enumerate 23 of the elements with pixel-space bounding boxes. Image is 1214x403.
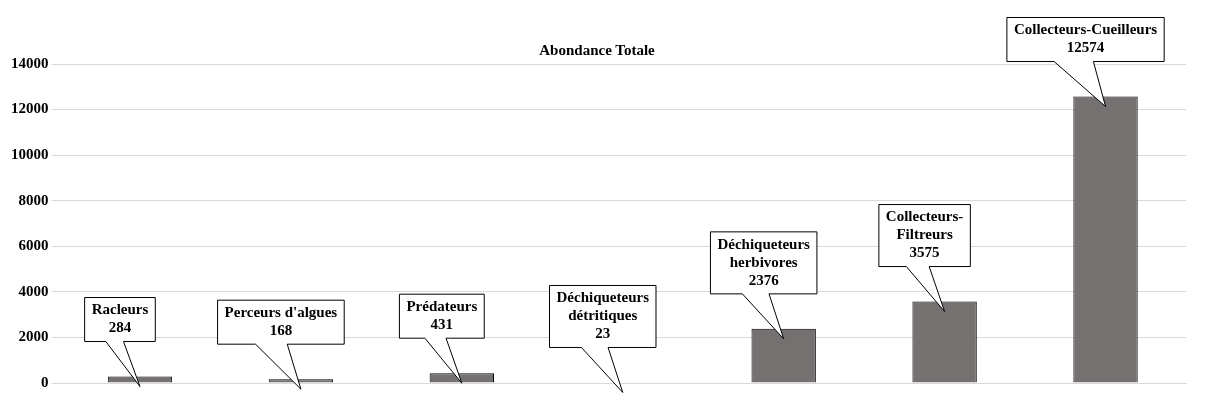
data-label: 2376 xyxy=(748,271,780,288)
y-tick-label: 2000 xyxy=(18,328,49,345)
x-tick-label: Prédateurs xyxy=(406,298,478,315)
x-tick-label: Déchiqueteurs herbivores xyxy=(717,235,811,270)
y-tick-label: 10000 xyxy=(11,146,49,163)
y-tick-label: 0 xyxy=(41,373,49,390)
data-label: 284 xyxy=(108,319,132,336)
y-tick-label: 14000 xyxy=(11,54,49,71)
x-tick-label: Déchiqueteurs détritiques xyxy=(556,289,650,324)
x-tick-label: Collecteurs-Cueilleurs xyxy=(1013,21,1158,38)
data-label: 3575 xyxy=(909,244,940,261)
data-label: 168 xyxy=(269,322,293,339)
data-label: 12574 xyxy=(1066,39,1105,56)
data-label: 23 xyxy=(595,325,611,342)
data-label: 431 xyxy=(430,316,454,333)
x-tick-label: Collecteurs- Filtreurs xyxy=(885,208,964,243)
y-tick-label: 6000 xyxy=(18,237,49,254)
y-tick-label: 12000 xyxy=(11,100,49,117)
x-tick-label: Racleurs xyxy=(91,301,149,318)
y-tick-label: 4000 xyxy=(18,282,49,299)
y-tick-label: 8000 xyxy=(18,191,49,208)
x-tick-label: Perceurs d'algues xyxy=(224,304,338,321)
chart-title: Abondance Totale xyxy=(539,41,656,58)
